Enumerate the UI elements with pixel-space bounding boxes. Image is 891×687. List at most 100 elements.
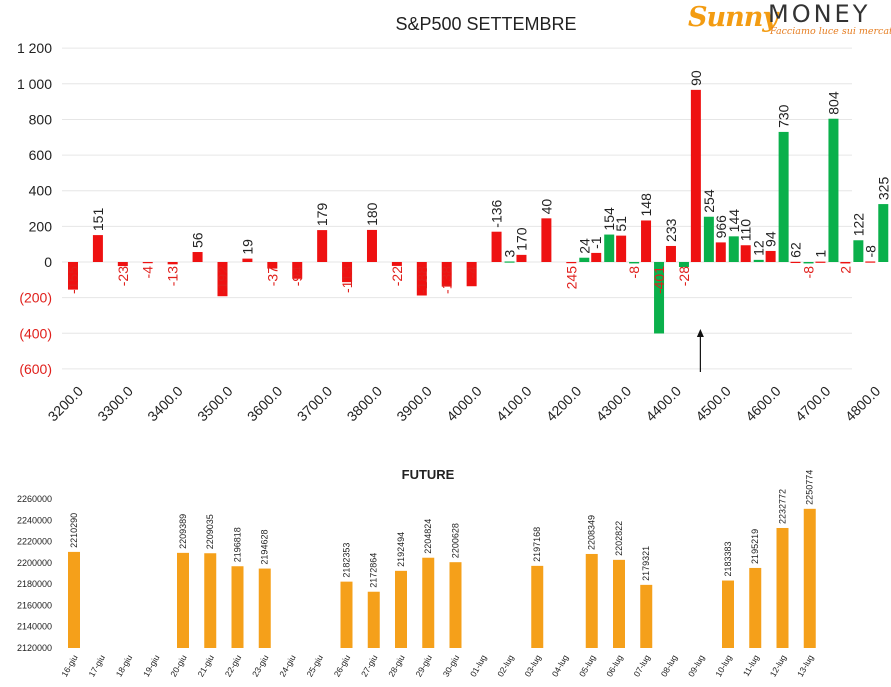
- y-tick-label: 200: [29, 218, 53, 234]
- bar: [366, 229, 377, 262]
- x-tick-label: 3800.0: [344, 383, 386, 425]
- data-label: 170: [513, 227, 529, 251]
- options-chart: S&P500 SETTEMBRE 1 200 1 000 800 600 400 200 0…: [17, 14, 891, 424]
- data-label: -188: [414, 266, 430, 294]
- future-bar: [613, 559, 625, 648]
- future-data-label: 2200628: [451, 523, 461, 558]
- future-y-axis: 2260000 2240000 2220000 2200000 2180000 21600…: [17, 494, 52, 653]
- data-label: 110: [738, 219, 754, 242]
- data-label: 804: [825, 91, 841, 115]
- future-bar: [749, 567, 762, 648]
- future-x-tick-label: 03-lug: [523, 653, 544, 679]
- bar: [629, 262, 640, 264]
- future-data-label: 2202822: [614, 521, 624, 556]
- future-data-label: 2196818: [233, 527, 243, 562]
- future-data-label: 2195219: [750, 529, 760, 564]
- future-bar: [258, 568, 271, 648]
- future-data-label: 2209035: [205, 514, 215, 549]
- future-data-label: 2204824: [423, 519, 433, 554]
- future-data-label: 2192494: [396, 532, 406, 567]
- data-label: -94: [289, 266, 305, 286]
- future-x-tick-label: 04-lug: [550, 653, 571, 679]
- x-tick-label: 4000.0: [443, 383, 485, 425]
- x-tick-label: 4700.0: [792, 383, 834, 425]
- future-bar: [531, 565, 544, 648]
- future-x-tick-label: 01-lug: [468, 653, 489, 679]
- arrow-up-icon: [696, 329, 704, 372]
- data-label: 245: [563, 266, 579, 290]
- future-x-tick-label: 18-giu: [114, 653, 135, 679]
- bar: [192, 252, 203, 262]
- future-x-tick-label: 22-giu: [223, 653, 244, 679]
- data-label: 94: [763, 231, 779, 247]
- y-tick-label: (200): [19, 290, 52, 306]
- future-x-tick-label: 16-giu: [59, 653, 80, 679]
- future-bar: [585, 553, 598, 648]
- bar: [342, 262, 353, 283]
- data-label: 12: [751, 240, 767, 256]
- future-title: FUTURE: [402, 467, 455, 482]
- x-tick-label: 4600.0: [742, 383, 784, 425]
- future-x-tick-label: 23-giu: [250, 653, 271, 679]
- bar: [591, 252, 602, 262]
- data-label: 148: [638, 193, 654, 217]
- y-tick-label: 800: [29, 111, 53, 127]
- future-bar: [340, 581, 353, 648]
- future-bar: [722, 580, 734, 648]
- future-x-tick-label: 21-giu: [196, 653, 217, 679]
- data-label: 24: [576, 238, 592, 254]
- bar: [728, 236, 739, 262]
- future-y-tick-label: 2180000: [17, 579, 52, 589]
- bar: [441, 262, 452, 287]
- bar: [504, 261, 515, 263]
- bar: [641, 220, 652, 262]
- future-x-axis: 16-giu 17-giu 18-giu 19-giu 20-giu 21-giu 22-g…: [59, 653, 815, 679]
- future-data-label: 2210290: [69, 513, 79, 548]
- data-label: 2: [837, 266, 853, 274]
- future-bars: [68, 508, 816, 648]
- data-label: 51: [613, 216, 629, 232]
- future-bar: [204, 553, 217, 648]
- data-label: 179: [314, 203, 330, 227]
- bar: [117, 262, 128, 267]
- future-bar: [231, 566, 244, 648]
- data-label: -1: [588, 236, 604, 249]
- bar: [840, 262, 851, 264]
- logo-sunny-text: Sunny: [688, 2, 778, 33]
- y-tick-label: 400: [29, 183, 53, 199]
- x-tick-label: 3300.0: [94, 383, 136, 425]
- future-x-tick-label: 29-giu: [414, 653, 435, 679]
- future-chart: FUTURE 2260000 2240000 2220000 2200000 21800…: [17, 467, 816, 678]
- bar: [466, 262, 477, 287]
- data-label: 40: [538, 199, 554, 215]
- future-x-tick-label: 24-giu: [277, 653, 298, 679]
- data-label: -113: [339, 266, 355, 293]
- data-label: -4: [140, 266, 156, 279]
- logo-money-text: MONEY: [768, 0, 871, 28]
- future-bar: [776, 527, 789, 648]
- future-y-tick-label: 2160000: [17, 600, 52, 610]
- x-tick-label: 4200.0: [543, 383, 585, 425]
- bar: [878, 204, 889, 262]
- future-x-tick-label: 02-lug: [495, 653, 516, 679]
- chart-title: S&P500 SETTEMBRE: [395, 14, 576, 34]
- bar: [317, 230, 328, 262]
- y-axis: 1 200 1 000 800 600 400 200 0 (200) (400) (600): [17, 40, 52, 377]
- bar: [604, 234, 615, 262]
- x-tick-label: 3200.0: [45, 383, 87, 425]
- data-label: -138: [439, 266, 455, 294]
- data-label: -22: [389, 266, 405, 286]
- x-tick-label: 4400.0: [642, 383, 684, 425]
- future-data-label: 2172864: [369, 553, 379, 588]
- x-axis: 3200.0 3300.0 3400.0 3500.0 3600.0 3700.0 3800…: [45, 383, 884, 425]
- bar: [703, 216, 714, 262]
- data-label: -136: [489, 199, 505, 227]
- future-data-label: 2183383: [723, 541, 733, 576]
- future-x-tick-label: 07-lug: [632, 653, 653, 679]
- x-tick-label: 3600.0: [244, 383, 286, 425]
- bar: [803, 262, 814, 264]
- bar: [142, 262, 153, 264]
- x-tick-label: 4300.0: [593, 383, 635, 425]
- bar: [765, 250, 776, 262]
